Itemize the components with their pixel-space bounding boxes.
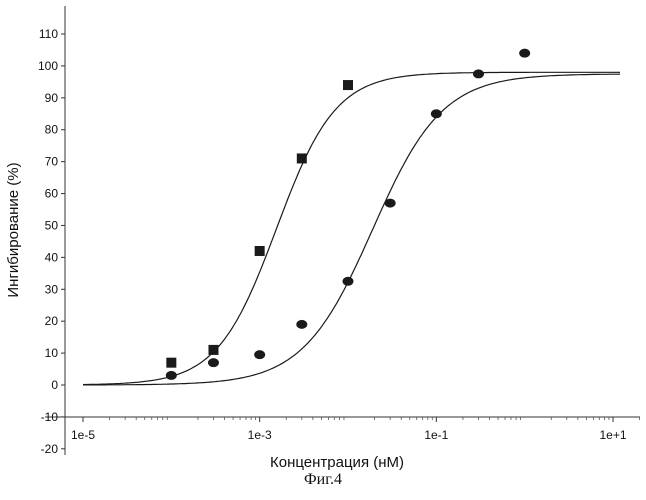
series-2-point bbox=[385, 199, 396, 208]
fit-curves bbox=[83, 72, 620, 385]
series-1-point bbox=[166, 358, 176, 368]
y-tick-label: 80 bbox=[45, 123, 59, 137]
fit-curve-1 bbox=[83, 72, 620, 384]
y-axis-label: Ингибирование (%) bbox=[5, 162, 22, 297]
series-1-point bbox=[343, 80, 353, 90]
series-2-point bbox=[296, 320, 307, 329]
series-2-point bbox=[166, 371, 177, 380]
x-axis-label: Концентрация (нМ) bbox=[270, 454, 404, 471]
y-tick-label: 70 bbox=[45, 155, 59, 169]
y-tick-label: 110 bbox=[39, 27, 58, 41]
series-1-point bbox=[255, 246, 265, 256]
y-tick-label: 40 bbox=[45, 250, 59, 264]
series-2-point bbox=[254, 350, 265, 359]
series-1-point bbox=[208, 345, 218, 355]
x-tick-label: 1e-3 bbox=[248, 428, 272, 442]
series-2-point bbox=[431, 109, 442, 118]
x-tick-label: 1e+1 bbox=[599, 428, 626, 442]
y-tick-label: 20 bbox=[45, 314, 59, 328]
series-2-point bbox=[343, 277, 354, 286]
series-1-point bbox=[297, 153, 307, 163]
y-tick-label: -20 bbox=[41, 442, 59, 456]
y-tick-label: 50 bbox=[45, 218, 59, 232]
y-tick-label: 30 bbox=[45, 282, 59, 296]
series-2-point bbox=[519, 49, 530, 58]
figure-caption: Фиг.4 bbox=[0, 471, 646, 489]
series-2-point bbox=[208, 358, 219, 367]
y-tick-label: -10 bbox=[41, 410, 59, 424]
tick-labels: -20 -10 0 10 20 30 40 50 60 70 80 90 100 110 1e-5 1e-3 1… bbox=[38, 27, 627, 456]
fit-curve-2 bbox=[83, 74, 620, 385]
y-tick-label: 90 bbox=[45, 91, 59, 105]
y-tick-label: 0 bbox=[51, 378, 58, 392]
series-2-point bbox=[473, 69, 484, 78]
y-tick-label: 60 bbox=[45, 187, 59, 201]
axes bbox=[45, 6, 640, 455]
x-tick-label: 1e-1 bbox=[424, 428, 448, 442]
x-tick-label: 1e-5 bbox=[71, 428, 95, 442]
y-tick-label: 100 bbox=[38, 59, 58, 73]
y-tick-label: 10 bbox=[45, 346, 59, 360]
